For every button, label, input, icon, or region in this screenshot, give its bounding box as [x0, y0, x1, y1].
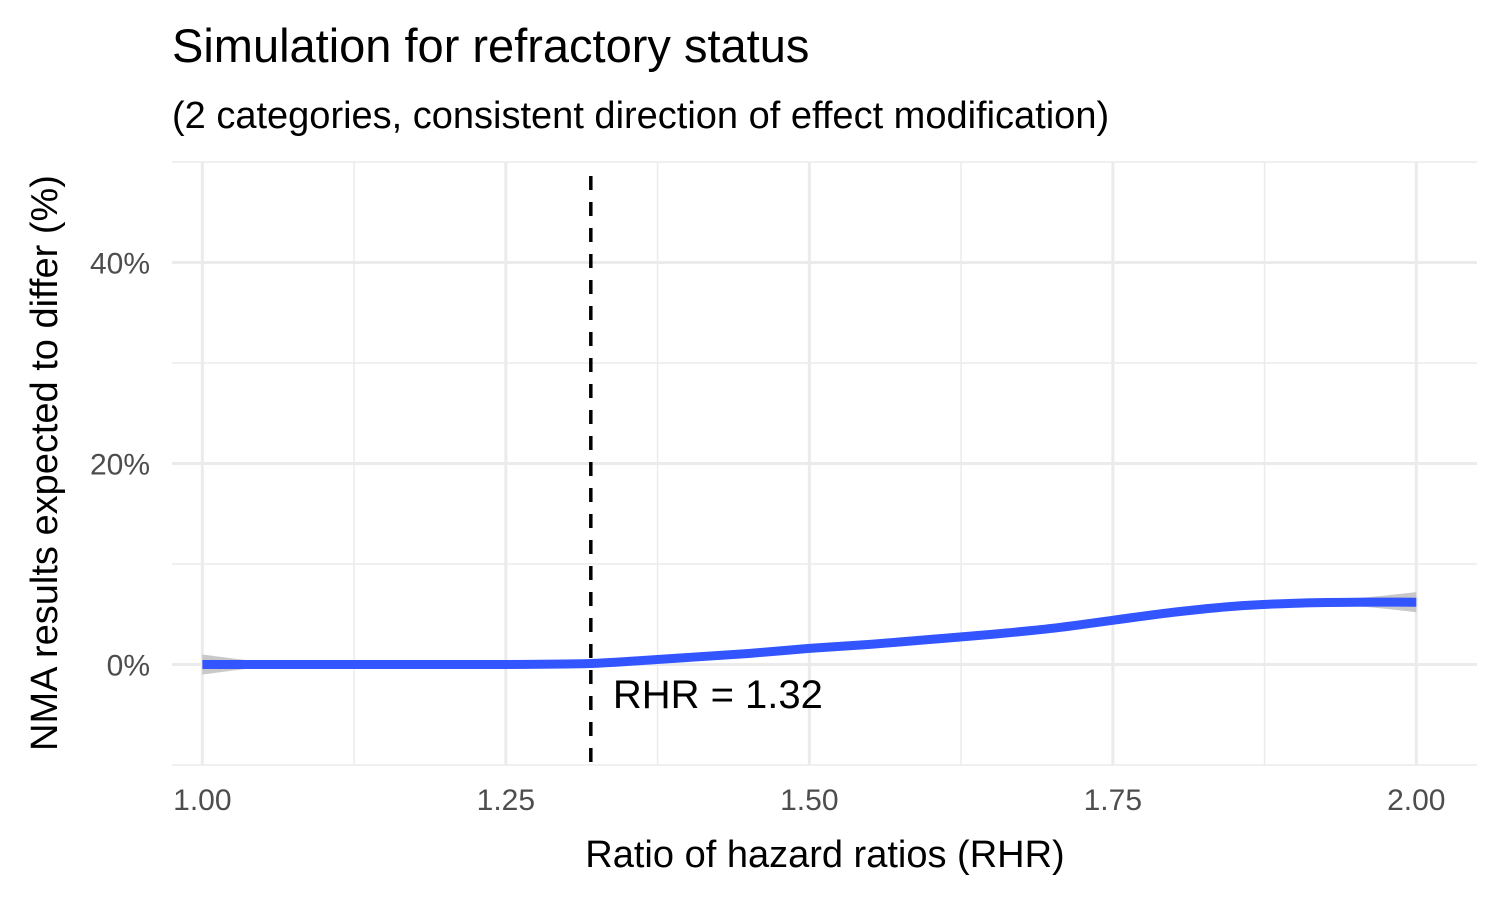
x-axis-title: Ratio of hazard ratios (RHR): [585, 834, 1064, 876]
chart-title: Simulation for refractory status: [172, 19, 809, 72]
x-tick-label: 1.25: [477, 784, 535, 817]
y-tick-label: 40%: [90, 248, 150, 281]
y-tick-label: 0%: [107, 650, 150, 683]
x-tick-label: 1.75: [1084, 784, 1142, 817]
grid: [172, 161, 1477, 766]
y-tick-label: 20%: [90, 449, 150, 482]
reference-line-label: RHR = 1.32: [613, 673, 823, 717]
x-tick-labels: 1.00 1.25 1.50 1.75 2.00: [173, 784, 1445, 817]
x-tick-label: 1.00: [173, 784, 231, 817]
chart-subtitle: (2 categories, consistent direction of e…: [172, 95, 1109, 137]
y-tick-labels: 0% 20% 40%: [90, 248, 150, 683]
x-tick-label: 2.00: [1387, 784, 1445, 817]
trend-line: [202, 597, 1417, 670]
trend-line-layer: [202, 597, 1417, 670]
y-axis-title: NMA results expected to differ (%): [24, 175, 66, 751]
x-tick-label: 1.50: [780, 784, 838, 817]
